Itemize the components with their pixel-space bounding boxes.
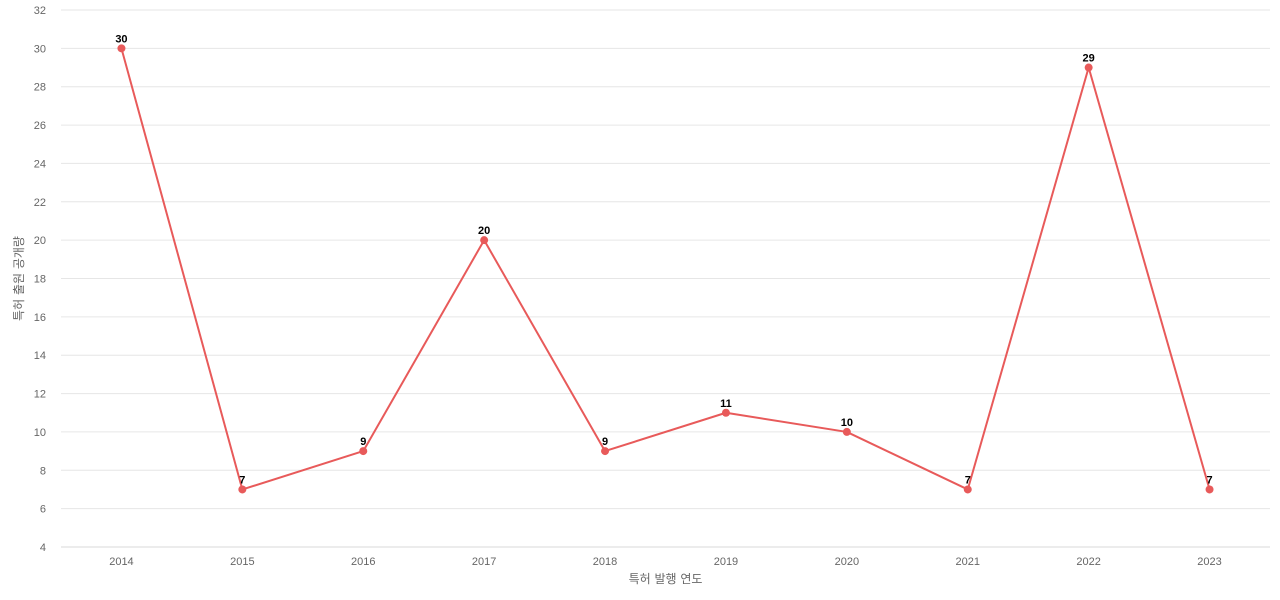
data-point [601, 447, 610, 456]
series-group [117, 44, 1214, 494]
data-point [1205, 485, 1214, 494]
data-label: 10 [841, 417, 853, 429]
y-grid [61, 9, 1270, 510]
y-tick-label: 10 [34, 427, 46, 439]
y-tick-label: 12 [34, 389, 46, 401]
y-tick-label: 22 [34, 197, 46, 209]
y-tick-label: 24 [34, 158, 46, 170]
data-point [842, 427, 851, 436]
series-line [120, 48, 1211, 491]
x-tick-label: 2017 [472, 556, 496, 568]
y-axis-title: 특허 출원 공개량 [12, 236, 26, 321]
y-tick-label: 6 [40, 504, 46, 516]
y-tick-label: 8 [40, 465, 46, 477]
data-point [117, 44, 126, 53]
y-tick-label: 26 [34, 120, 46, 132]
x-tick-label: 2016 [351, 556, 375, 568]
y-tick-label: 4 [40, 542, 46, 554]
data-label: 29 [1083, 53, 1095, 65]
x-axis-ticks: 2014 2015 2016 2017 2018 2019 2020 2021 2022 2023 [109, 556, 1222, 568]
x-tick-label: 2022 [1076, 556, 1100, 568]
data-label: 7 [965, 474, 971, 486]
y-tick-label: 32 [34, 5, 46, 17]
data-point [1084, 63, 1093, 72]
y-tick-label: 18 [34, 274, 46, 286]
y-tick-label: 30 [34, 43, 46, 55]
data-label: 30 [115, 33, 127, 45]
y-tick-label: 16 [34, 312, 46, 324]
data-label: 7 [239, 474, 245, 486]
data-point [963, 485, 972, 494]
data-label: 11 [720, 398, 732, 410]
x-tick-label: 2014 [109, 556, 133, 568]
data-label: 9 [360, 436, 366, 448]
y-tick-label: 28 [34, 82, 46, 94]
x-tick-label: 2021 [956, 556, 980, 568]
x-tick-label: 2020 [835, 556, 859, 568]
y-axis-ticks: 4 6 8 10 12 14 16 18 20 22 24 26 28 30 32 [34, 5, 46, 554]
data-labels: 30 7 9 20 9 11 10 7 29 7 [115, 33, 1212, 486]
data-label: 7 [1206, 474, 1212, 486]
y-tick-label: 20 [34, 235, 46, 247]
data-point [238, 485, 247, 494]
data-point [480, 236, 489, 245]
x-tick-label: 2018 [593, 556, 617, 568]
x-tick-label: 2015 [230, 556, 254, 568]
data-label: 20 [478, 225, 490, 237]
y-tick-label: 14 [34, 350, 46, 362]
data-label: 9 [602, 436, 608, 448]
x-tick-label: 2023 [1197, 556, 1221, 568]
data-point [359, 447, 368, 456]
x-tick-label: 2019 [714, 556, 738, 568]
x-axis-title: 특허 발행 연도 [629, 571, 703, 586]
data-point [721, 408, 730, 417]
